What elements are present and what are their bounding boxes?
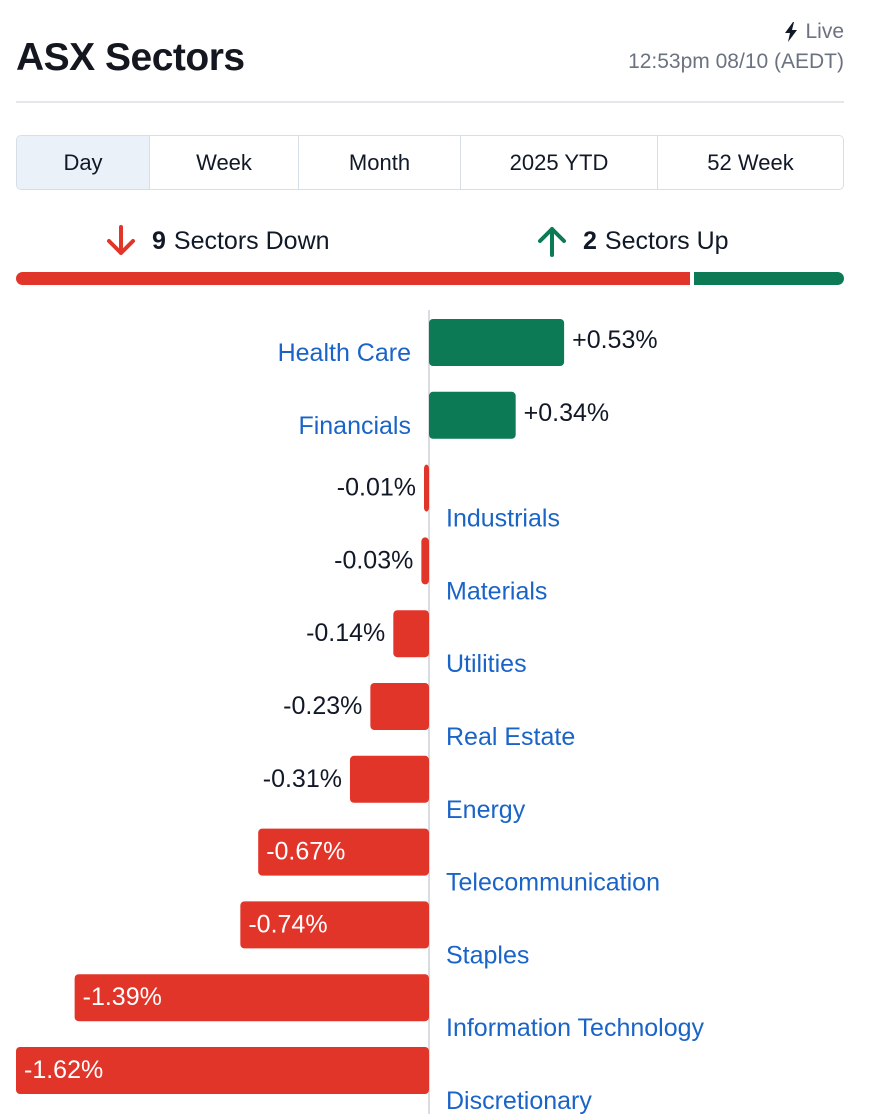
value-label-financials: +0.34% bbox=[524, 399, 610, 427]
tab-2025-ytd[interactable]: 2025 YTD bbox=[461, 136, 658, 189]
live-label: Live bbox=[805, 20, 844, 43]
category-label-industrials[interactable]: Industrials bbox=[446, 505, 560, 533]
bar-materials bbox=[421, 537, 429, 585]
bar-utilities bbox=[393, 610, 429, 658]
category-label-utilities[interactable]: Utilities bbox=[446, 650, 527, 678]
tab-week[interactable]: Week bbox=[150, 136, 299, 189]
value-label-real-estate: -0.23% bbox=[283, 692, 362, 720]
value-label-health-care: +0.53% bbox=[572, 326, 658, 354]
bar-industrials bbox=[424, 464, 429, 512]
value-label-industrials: -0.01% bbox=[337, 474, 416, 502]
sectors-down-label: Sectors Down bbox=[173, 226, 330, 255]
tab-month[interactable]: Month bbox=[299, 136, 461, 189]
page-title: ASX Sectors bbox=[16, 36, 245, 79]
category-label-materials[interactable]: Materials bbox=[446, 577, 547, 605]
bar-energy bbox=[349, 755, 429, 803]
arrow-down-icon bbox=[107, 225, 135, 255]
sectors-up-summary: 2 Sectors Up bbox=[535, 224, 729, 258]
tab-day[interactable]: Day bbox=[17, 136, 150, 189]
period-tabs: Day Week Month 2025 YTD 52 Week bbox=[16, 135, 844, 190]
sectors-down-summary: 9 Sectors Down bbox=[104, 224, 330, 258]
category-label-staples[interactable]: Staples bbox=[446, 941, 529, 969]
sectors-up-label: Sectors Up bbox=[604, 226, 729, 255]
category-label-information-technology[interactable]: Information Technology bbox=[446, 1014, 705, 1042]
value-label-information-technology: -1.39% bbox=[83, 983, 162, 1011]
bar-financials bbox=[429, 391, 516, 439]
sectors-up-count: 2 bbox=[583, 226, 597, 255]
bar-real-estate bbox=[370, 683, 429, 730]
ratio-bar-up bbox=[694, 272, 844, 285]
value-label-materials: -0.03% bbox=[334, 546, 413, 574]
category-label-health-care[interactable]: Health Care bbox=[278, 339, 411, 367]
arrow-up-icon bbox=[538, 227, 566, 257]
bar-health-care bbox=[429, 319, 565, 366]
value-label-discretionary: -1.62% bbox=[24, 1056, 103, 1084]
category-label-discretionary[interactable]: Discretionary bbox=[446, 1087, 592, 1114]
timestamp: 12:53pm 08/10 (AEDT) bbox=[628, 50, 844, 73]
category-label-financials[interactable]: Financials bbox=[298, 412, 411, 440]
tab-52-week[interactable]: 52 Week bbox=[707, 149, 794, 175]
category-label-energy[interactable]: Energy bbox=[446, 796, 526, 824]
live-indicator: Live bbox=[783, 20, 844, 44]
value-label-telecommunication: -0.67% bbox=[266, 838, 345, 866]
bar-telecommunication bbox=[258, 828, 429, 876]
sectors-down-count: 9 bbox=[152, 226, 166, 255]
bar-staples bbox=[240, 901, 429, 949]
category-label-telecommunication[interactable]: Telecommunication bbox=[446, 869, 660, 897]
sector-bar-chart: Health Care +0.53% Financials +0.34% Industr… bbox=[16, 310, 705, 1114]
bar-discretionary bbox=[16, 1047, 429, 1094]
lightning-icon bbox=[785, 22, 798, 42]
category-label-real-estate[interactable]: Real Estate bbox=[446, 723, 575, 751]
ratio-bar-down bbox=[16, 272, 690, 285]
value-label-utilities: -0.14% bbox=[306, 619, 385, 647]
header-divider bbox=[16, 101, 844, 103]
value-label-energy: -0.31% bbox=[263, 765, 342, 793]
value-label-staples: -0.74% bbox=[248, 910, 327, 938]
bar-information-technology bbox=[74, 974, 429, 1022]
